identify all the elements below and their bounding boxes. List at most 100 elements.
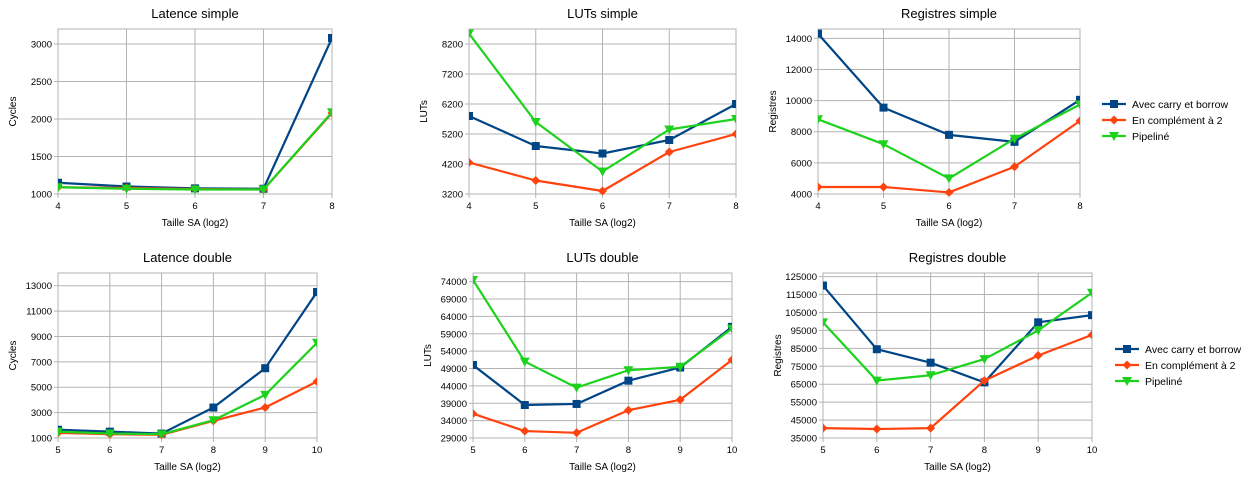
y-tick-label: 8000: [791, 127, 812, 138]
data-point: [260, 403, 270, 413]
data-point: [469, 29, 474, 39]
data-point: [675, 395, 685, 405]
data-point: [878, 140, 889, 150]
data-point: [926, 423, 936, 433]
data-point: [818, 115, 823, 125]
x-tick-label: 5: [881, 201, 886, 212]
data-point: [823, 318, 828, 328]
x-tick-label: 7: [159, 445, 164, 456]
series-line: [823, 291, 1092, 382]
chart-title: LUTs simple: [567, 6, 638, 21]
series-group: [469, 29, 736, 196]
y-tick-label: 65000: [791, 380, 817, 391]
data-point: [572, 399, 581, 408]
y-tick-label: 13000: [26, 281, 52, 292]
x-tick-label: 8: [626, 445, 631, 456]
data-point: [58, 427, 63, 437]
y-tick-label: 64000: [441, 312, 467, 323]
y-axis-label: LUTs: [419, 100, 430, 123]
x-tick-label: 10: [312, 445, 323, 456]
data-point: [664, 147, 674, 157]
y-axis-label: Registres: [768, 90, 779, 132]
series-group: [58, 288, 317, 440]
y-tick-label: 44000: [441, 381, 467, 392]
data-point: [597, 167, 608, 177]
y-tick-label: 75000: [791, 362, 817, 373]
y-tick-label: 6200: [442, 100, 463, 111]
data-point: [598, 186, 607, 196]
y-tick-label: 3000: [31, 408, 52, 419]
chart-title: Latence double: [143, 250, 232, 265]
data-point: [327, 108, 332, 118]
y-tick-label: 2000: [31, 115, 52, 126]
y-tick-label: 2500: [31, 77, 52, 88]
y-tick-label: 125000: [785, 272, 817, 283]
legend-marker: [1110, 100, 1118, 108]
x-tick-label: 10: [727, 445, 738, 456]
x-tick-label: 6: [192, 201, 197, 212]
y-axis-label: LUTs: [423, 344, 434, 367]
data-point: [926, 358, 935, 367]
data-point: [944, 174, 954, 184]
data-point: [979, 376, 989, 386]
plot-frame: [822, 272, 1093, 439]
x-tick-label: 8: [329, 201, 334, 212]
x-tick-label: 5: [820, 445, 825, 456]
y-tick-label: 29000: [441, 434, 467, 445]
y-tick-label: 4200: [442, 160, 463, 171]
x-tick-label: 5: [55, 445, 60, 456]
data-point: [572, 428, 582, 438]
data-point: [58, 183, 63, 193]
data-point: [665, 136, 674, 144]
y-tick-label: 74000: [441, 277, 467, 288]
data-point: [818, 29, 822, 38]
legend-marker: [1109, 132, 1119, 141]
x-tick-label: 9: [263, 445, 268, 456]
data-point: [208, 416, 219, 426]
legend-marker: [1122, 360, 1132, 370]
x-tick-label: 6: [946, 201, 951, 212]
chart-3: 1000 3000 5000 7000 9000 11000 13000 5 6 7 8 9 10 Lat…: [8, 250, 322, 473]
data-point: [664, 125, 675, 135]
y-tick-label: 14000: [786, 34, 812, 45]
plot-frame: [472, 272, 733, 439]
legend-1: Avec carry et borrow En complément à 2 Pip…: [1115, 344, 1242, 388]
y-tick-label: 1000: [31, 434, 52, 445]
data-point: [823, 281, 827, 290]
x-tick-label: 10: [1087, 445, 1098, 456]
y-tick-label: 8200: [442, 40, 463, 51]
chart-title: Registres simple: [901, 6, 997, 21]
legend-label: En complément à 2: [1132, 115, 1223, 127]
data-point: [520, 426, 530, 436]
chart-5: 35000 45000 55000 65000 75000 85000 95000 10500…: [773, 250, 1097, 473]
legend-label: Avec carry et borrow: [1132, 99, 1229, 111]
x-tick-label: 8: [1077, 201, 1082, 212]
data-point: [469, 158, 474, 167]
x-axis-label: Taille SA (log2): [569, 462, 636, 473]
data-point: [104, 429, 115, 439]
chart-1: 3200 4200 5200 6200 7200 8200 4 5 6 7 8 LUTs simple…: [419, 6, 739, 229]
x-tick-label: 7: [928, 445, 933, 456]
x-tick-label: 4: [55, 201, 60, 212]
chart-title: LUTs double: [566, 250, 638, 265]
data-point: [312, 338, 317, 348]
data-point: [1075, 116, 1080, 126]
x-tick-label: 6: [600, 201, 605, 212]
data-point: [1088, 311, 1092, 320]
series-line: [823, 333, 1092, 431]
y-axis-label: Cycles: [8, 96, 19, 126]
y-tick-label: 9000: [31, 332, 52, 343]
data-point: [531, 176, 541, 185]
chart-4: 29000 34000 39000 44000 49000 54000 59000 64000…: [423, 250, 737, 473]
data-point: [675, 362, 686, 372]
data-point: [624, 376, 633, 385]
x-tick-label: 7: [261, 201, 266, 212]
x-tick-label: 9: [678, 445, 683, 456]
y-tick-label: 105000: [785, 308, 817, 319]
x-axis-label: Taille SA (log2): [924, 462, 991, 473]
y-tick-label: 10000: [786, 96, 812, 107]
data-point: [156, 430, 167, 440]
y-tick-label: 4000: [791, 190, 812, 201]
series-line: [58, 342, 317, 436]
